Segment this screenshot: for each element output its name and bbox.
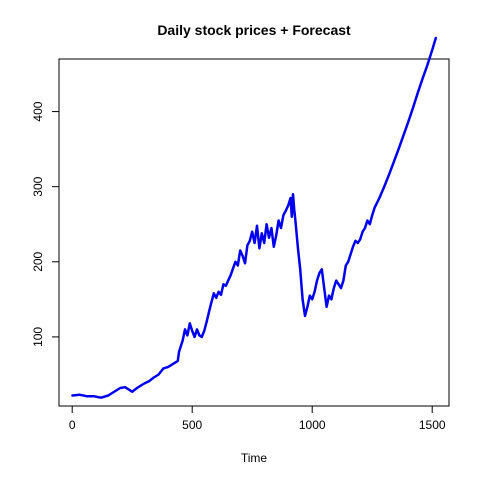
y-tick-label: 400 [31, 101, 45, 121]
x-axis: 0 500 1000 1500 [69, 405, 446, 432]
x-tick-label: 500 [182, 418, 202, 432]
y-axis: 100 200 300 400 [31, 101, 60, 347]
x-tick-label: 0 [69, 418, 76, 432]
series-layer [71, 36, 438, 399]
y-tick-label: 300 [31, 176, 45, 196]
y-tick-label: 200 [31, 251, 45, 271]
x-tick-label: 1500 [419, 418, 446, 432]
chart-title: Daily stock prices + Forecast [157, 22, 351, 38]
y-tick-label: 100 [31, 327, 45, 347]
x-axis-title: Time [241, 451, 268, 465]
plot-frame [58, 58, 450, 407]
price-series-line [71, 36, 438, 399]
x-tick-label: 1000 [299, 418, 326, 432]
